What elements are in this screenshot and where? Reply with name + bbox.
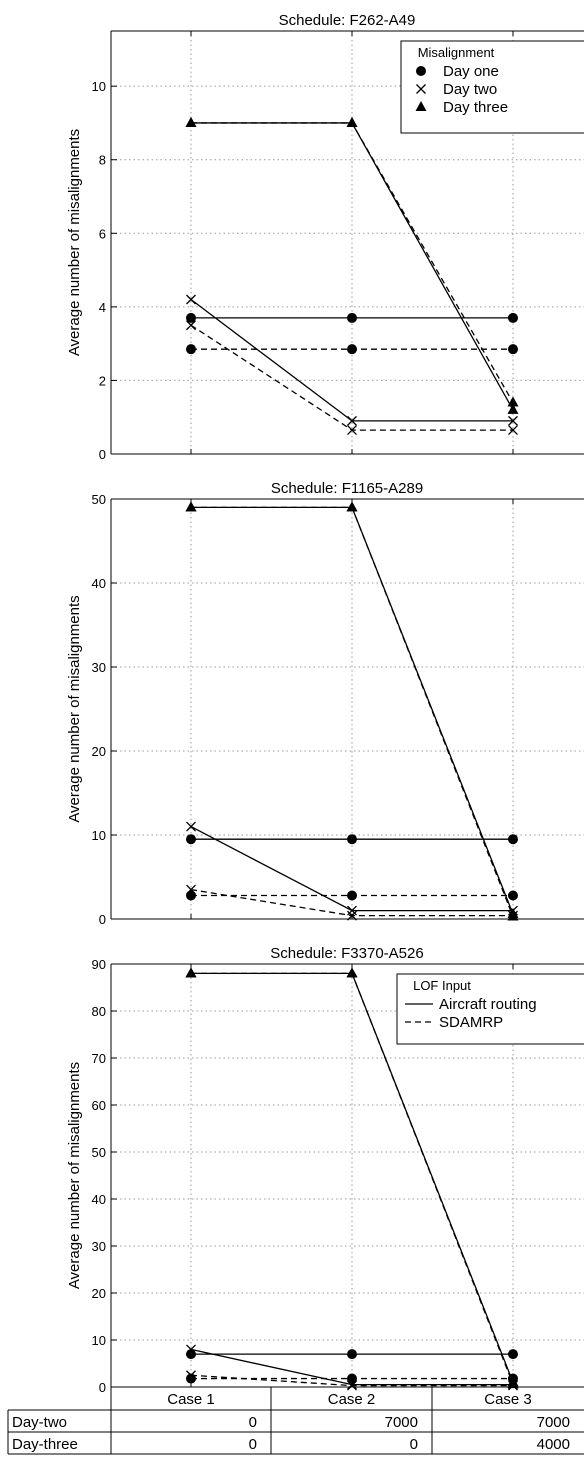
legend-box xyxy=(400,40,584,134)
data-point xyxy=(346,501,358,512)
legend-marker xyxy=(416,84,426,94)
legend-label: Day one xyxy=(443,63,499,80)
y-tick-label: 70 xyxy=(92,1051,106,1066)
table-cell: 7000 xyxy=(385,1414,418,1431)
data-point xyxy=(186,294,196,305)
legend-title: Misalignment xyxy=(418,45,495,60)
data-point xyxy=(507,396,519,407)
legend-marker xyxy=(416,66,426,76)
table-cell: 0 xyxy=(410,1436,418,1453)
data-point xyxy=(185,967,197,978)
data-point xyxy=(186,890,196,901)
y-tick-label: 80 xyxy=(92,1004,106,1019)
data-point xyxy=(347,905,357,916)
table-cell: 4000 xyxy=(537,1436,570,1453)
chart-title: Schedule: F262-A49 xyxy=(279,12,416,29)
y-tick-label: 20 xyxy=(92,1286,106,1301)
y-tick-label: 2 xyxy=(99,373,106,388)
data-point xyxy=(347,1380,357,1391)
legend-box xyxy=(396,973,584,1045)
data-point xyxy=(508,312,518,323)
data-point xyxy=(347,1379,357,1390)
data-point xyxy=(507,910,519,921)
y-tick-label: 10 xyxy=(92,1333,106,1348)
y-axis-label: Average number of misalignments xyxy=(66,1062,83,1289)
data-point xyxy=(508,344,518,355)
table-header-cell: Case 3 xyxy=(484,1391,532,1408)
data-point xyxy=(347,312,357,323)
legend-title: LOF Input xyxy=(413,978,471,993)
chart-title: Schedule: F1165-A289 xyxy=(271,480,423,497)
y-tick-label: 40 xyxy=(92,1192,106,1207)
y-tick-label: 30 xyxy=(92,660,106,675)
table-row-label: Day-three xyxy=(12,1436,78,1453)
data-point xyxy=(186,884,196,895)
data-point xyxy=(347,425,357,436)
data-point xyxy=(186,320,196,331)
y-tick-label: 60 xyxy=(92,1098,106,1113)
y-tick-label: 90 xyxy=(92,957,106,972)
data-point xyxy=(347,415,357,426)
data-point xyxy=(507,1378,519,1389)
y-tick-label: 20 xyxy=(92,744,106,759)
table-row-label: Day-two xyxy=(12,1414,67,1431)
table-cell: 0 xyxy=(249,1436,257,1453)
y-tick-label: 10 xyxy=(92,828,106,843)
y-tick-label: 50 xyxy=(92,1145,106,1160)
data-point xyxy=(508,890,518,901)
y-tick-label: 30 xyxy=(92,1239,106,1254)
legend-label: Day three xyxy=(443,99,508,116)
chart-panel-2: 0 10 20 30 40 50 Schedule: F1165-A289 Average n… xyxy=(66,480,584,927)
data-point xyxy=(186,834,196,845)
y-axis-label: Average number of misalignments xyxy=(66,129,83,356)
legend-marker xyxy=(415,101,427,111)
y-tick-label: 8 xyxy=(99,153,106,168)
legend-label: Day two xyxy=(443,81,497,98)
data-point xyxy=(347,344,357,355)
data-point xyxy=(347,1349,357,1360)
legend-label: SDAMRP xyxy=(439,1014,503,1031)
data-point xyxy=(347,890,357,901)
y-tick-label: 0 xyxy=(99,912,106,927)
y-tick-label: 0 xyxy=(99,447,106,462)
case-table: Case 1 Case 2 Case 3 Day-two 0 7000 7000 Day-th… xyxy=(7,1386,584,1455)
chart-panel-3: 0 10 20 30 40 50 60 70 80 90 Schedule: F3370-A526 A… xyxy=(66,945,584,1395)
data-point xyxy=(347,834,357,845)
legend-label: Aircraft routing xyxy=(439,996,537,1013)
chart-panel-1: 0 2 4 6 8 10 Schedule: F262-A49 Average number … xyxy=(66,12,584,462)
data-point xyxy=(186,1370,196,1381)
data-point xyxy=(186,312,196,323)
table-cell: 0 xyxy=(249,1414,257,1431)
y-tick-label: 6 xyxy=(99,226,106,241)
data-point xyxy=(186,1344,196,1355)
data-point xyxy=(347,910,357,921)
data-point xyxy=(508,415,518,426)
data-point xyxy=(508,425,518,436)
table-header-cell: Case 1 xyxy=(167,1391,215,1408)
y-tick-label: 10 xyxy=(92,79,106,94)
y-tick-label: 4 xyxy=(99,300,106,315)
chart-title: Schedule: F3370-A526 xyxy=(270,945,423,962)
data-point xyxy=(347,1373,357,1384)
data-point xyxy=(186,821,196,832)
data-point xyxy=(185,116,197,127)
data-point xyxy=(507,403,519,414)
data-point xyxy=(185,501,197,512)
y-tick-label: 50 xyxy=(92,492,106,507)
y-tick-label: 0 xyxy=(99,1380,106,1395)
table-cell: 7000 xyxy=(537,1414,570,1431)
y-tick-label: 40 xyxy=(92,576,106,591)
data-point xyxy=(346,967,358,978)
data-point xyxy=(508,1349,518,1360)
data-point xyxy=(346,116,358,127)
y-axis-label: Average number of misalignments xyxy=(66,595,83,822)
data-point xyxy=(508,834,518,845)
table-header-cell: Case 2 xyxy=(328,1391,376,1408)
data-point xyxy=(186,344,196,355)
